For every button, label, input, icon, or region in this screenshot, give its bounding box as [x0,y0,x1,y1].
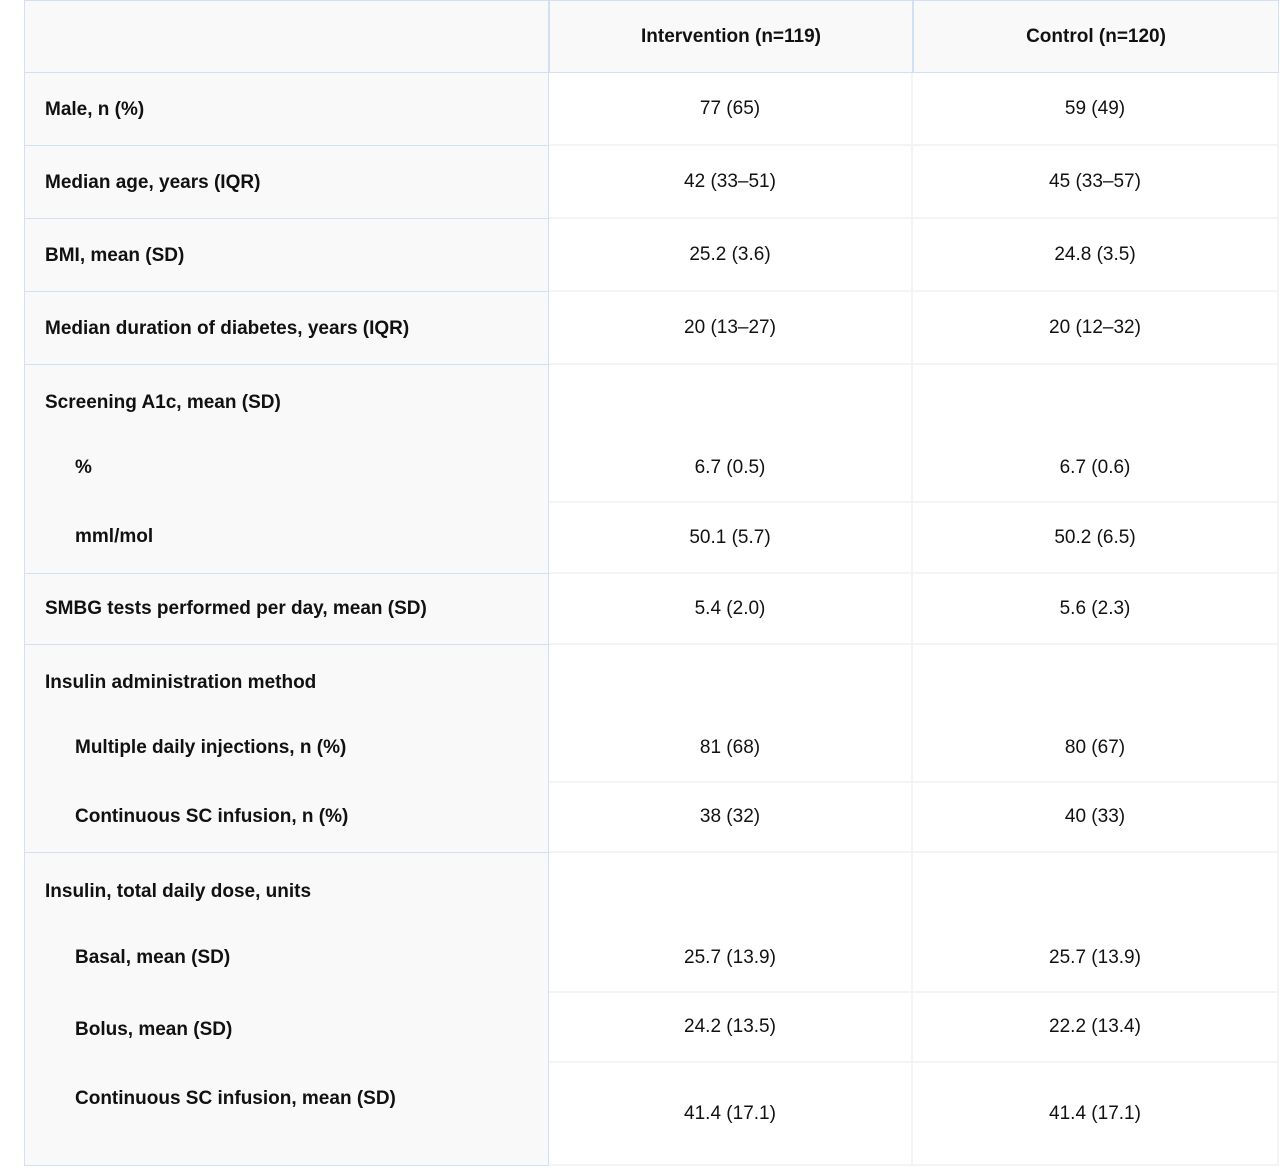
cell-intervention: 6.7 (0.5) [549,365,913,503]
cell-intervention: 20 (13–27) [549,292,913,365]
cell-intervention: 77 (65) [549,73,913,146]
row-label-group: Insulin administration method Multiple d… [24,645,549,853]
row-label: Male, n (%) [24,73,549,146]
cell-control: 41.4 (17.1) [913,1063,1279,1166]
label-text: Screening A1c, mean (SD) [45,392,281,413]
cell-intervention: 81 (68) [549,645,913,783]
value-text: 80 (67) [1064,737,1126,758]
sub-label-text: % [75,457,92,478]
value-text: 25.7 (13.9) [684,947,776,968]
header-control: Control (n=120) [913,0,1279,73]
sub-label-text: mml/mol [75,526,154,547]
cell-control: 24.8 (3.5) [913,219,1279,292]
label-text: Insulin administration method [45,672,317,693]
label-text: Insulin, total daily dose, units [45,881,312,902]
cell-control: 40 (33) [913,783,1279,853]
cell-control: 22.2 (13.4) [913,993,1279,1063]
cell-control: 5.6 (2.3) [913,574,1279,645]
row-label-group: Screening A1c, mean (SD) % mml/mol [24,365,549,574]
baseline-characteristics-table: Intervention (n=119) Control (n=120) Mal… [24,0,1279,1166]
header-empty [24,0,549,73]
cell-intervention: 41.4 (17.1) [549,1063,913,1166]
sub-label-text: Multiple daily injections, n (%) [75,737,347,758]
sub-label-text: Bolus, mean (SD) [75,1019,233,1040]
label-text: Median age, years (IQR) [45,172,261,193]
cell-intervention: 25.7 (13.9) [549,853,913,993]
cell-intervention: 38 (32) [549,783,913,853]
cell-control: 80 (67) [913,645,1279,783]
header-intervention: Intervention (n=119) [549,0,913,73]
cell-intervention: 25.2 (3.6) [549,219,913,292]
row-label: SMBG tests performed per day, mean (SD) [24,574,549,645]
cell-control: 59 (49) [913,73,1279,146]
cell-intervention: 50.1 (5.7) [549,503,913,574]
label-text: Male, n (%) [45,99,145,120]
value-text: 6.7 (0.5) [694,457,766,478]
cell-intervention: 24.2 (13.5) [549,993,913,1063]
row-label: BMI, mean (SD) [24,219,549,292]
cell-control: 20 (12–32) [913,292,1279,365]
label-text: BMI, mean (SD) [45,245,185,266]
row-label: Median duration of diabetes, years (IQR) [24,292,549,365]
label-text: Median duration of diabetes, years (IQR) [45,318,410,339]
sub-label-text: Continuous SC infusion, mean (SD) [75,1088,396,1109]
cell-control: 45 (33–57) [913,146,1279,219]
cell-intervention: 42 (33–51) [549,146,913,219]
value-text: 81 (68) [699,737,761,758]
cell-control: 50.2 (6.5) [913,503,1279,574]
value-text: 6.7 (0.6) [1059,457,1131,478]
cell-intervention: 5.4 (2.0) [549,574,913,645]
label-text: SMBG tests performed per day, mean (SD) [45,598,427,619]
sub-label-text: Basal, mean (SD) [75,947,231,968]
cell-control: 25.7 (13.9) [913,853,1279,993]
row-label-group: Insulin, total daily dose, units Basal, … [24,853,549,1166]
cell-control: 6.7 (0.6) [913,365,1279,503]
row-label: Median age, years (IQR) [24,146,549,219]
sub-label-text: Continuous SC infusion, n (%) [75,806,349,827]
value-text: 25.7 (13.9) [1049,947,1141,968]
